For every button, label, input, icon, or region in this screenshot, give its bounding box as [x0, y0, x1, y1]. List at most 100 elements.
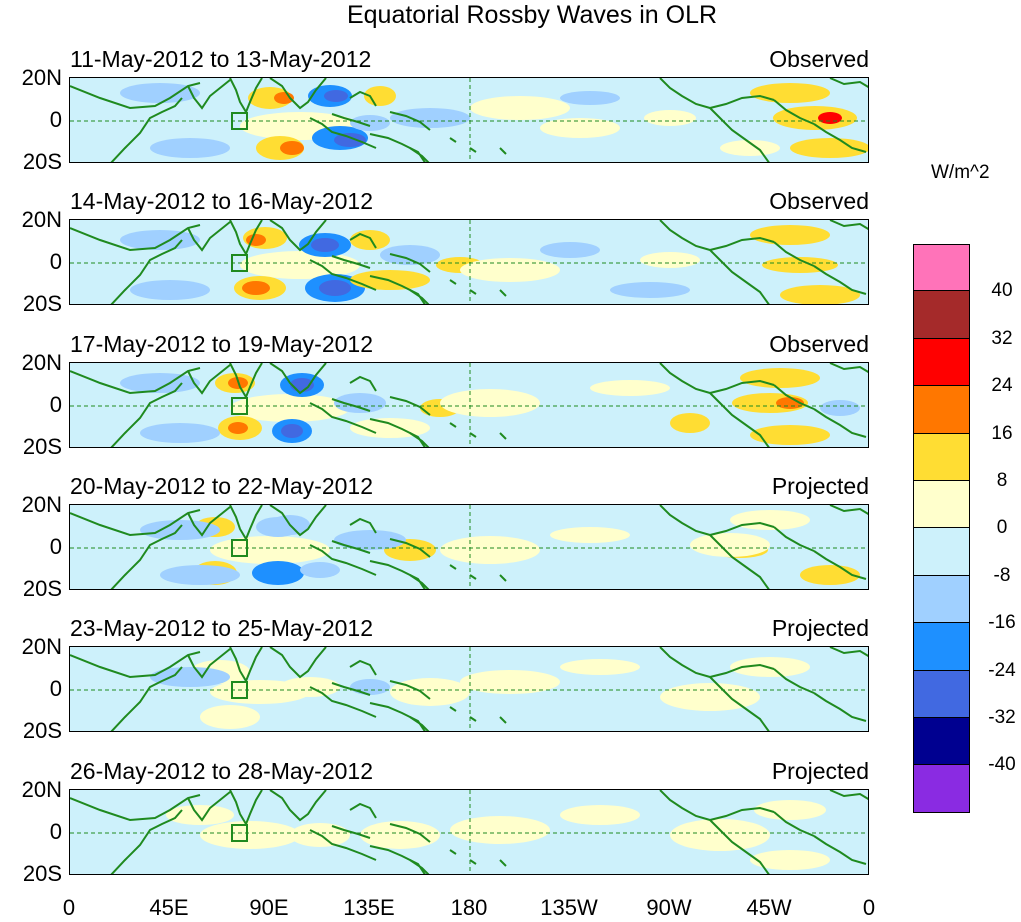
colorbar-label: -16 [988, 612, 1016, 634]
coastline [369, 133, 426, 162]
reference-box [231, 539, 248, 557]
olr-anomaly-contour [252, 561, 304, 585]
coastline [449, 564, 507, 582]
olr-anomaly-contour [200, 821, 300, 849]
coastline [813, 692, 867, 722]
coastline [331, 540, 371, 554]
coastline [389, 538, 431, 558]
olr-anomaly-contour [740, 368, 820, 388]
olr-anomaly-contour [440, 389, 540, 417]
olr-anomaly-contour [440, 536, 540, 564]
coastline [369, 560, 426, 589]
lon-tick-label: 0 [862, 895, 876, 920]
coastline [187, 791, 231, 822]
coastline [709, 236, 775, 251]
lat-label-20s: 20S [22, 149, 62, 174]
coastline [369, 702, 426, 731]
olr-anomaly-contour [450, 816, 550, 844]
olr-map-svg [70, 647, 868, 731]
olr-anomaly-contour [120, 373, 200, 393]
olr-anomaly-contour [280, 141, 304, 155]
lat-label-20s: 20S [22, 576, 62, 601]
coastline [389, 253, 431, 273]
coastline [309, 259, 377, 291]
coastline [829, 363, 868, 373]
olr-anomaly-contour [610, 282, 690, 298]
reference-box [231, 397, 248, 415]
coastline [813, 123, 867, 153]
panel-date-range: 20-May-2012 to 22-May-2012 [70, 473, 373, 499]
coastline [110, 666, 183, 731]
olr-anomaly-contour [166, 805, 234, 825]
olr-anomaly-contour [230, 394, 350, 422]
coastline [829, 647, 868, 657]
lat-label-20n: 20N [21, 492, 62, 517]
olr-anomaly-map-panel [69, 77, 869, 163]
coastline [659, 363, 711, 394]
olr-anomaly-contour [350, 679, 390, 695]
coastline [449, 422, 507, 440]
olr-anomaly-contour [324, 90, 348, 102]
colorbar-swatch [913, 670, 970, 718]
lat-label-equator: 0 [49, 819, 62, 844]
reference-box [231, 254, 248, 272]
olr-anomaly-contour [640, 252, 700, 268]
coastline [331, 682, 371, 696]
lat-label-equator: 0 [49, 534, 62, 559]
olr-anomaly-contour [210, 536, 330, 564]
olr-anomaly-map-panel [69, 789, 869, 875]
olr-anomaly-contour [120, 83, 200, 103]
olr-anomaly-contour [120, 230, 200, 250]
olr-anomaly-contour [470, 96, 570, 120]
coastline [659, 647, 711, 678]
coastline [389, 396, 431, 416]
colorbar-units: W/m^2 [931, 162, 990, 183]
coastline [269, 363, 327, 395]
colorbar-label: -32 [988, 707, 1016, 728]
olr-anomaly-contour [750, 225, 830, 245]
olr-anomaly-map-panel [69, 646, 869, 732]
coastline [709, 392, 770, 447]
lat-label-20n: 20N [21, 350, 62, 375]
panel-date-range: 23-May-2012 to 25-May-2012 [70, 615, 373, 641]
lon-tick-label: 135E [343, 895, 395, 920]
colorbar-label: 32 [991, 327, 1013, 349]
coastline [709, 819, 770, 874]
olr-anomaly-contour [660, 683, 760, 711]
coastline [349, 375, 377, 392]
olr-anomaly-contour [750, 83, 830, 103]
lon-tick-label: 45W [746, 895, 792, 920]
olr-anomaly-contour [670, 819, 770, 851]
olr-anomaly-contour [460, 258, 560, 282]
olr-anomaly-contour [150, 138, 230, 158]
coastline [229, 505, 263, 542]
olr-anomaly-contour [350, 115, 390, 131]
olr-anomaly-contour [773, 106, 857, 130]
olr-anomaly-contour [754, 800, 826, 820]
coastline [331, 255, 371, 269]
coastline [110, 809, 183, 874]
olr-anomaly-contour [750, 425, 830, 445]
olr-anomaly-contour [242, 281, 270, 295]
coastline [389, 680, 431, 700]
olr-anomaly-contour [140, 520, 220, 540]
lon-tick-label: 90W [646, 895, 692, 920]
coastline [389, 823, 431, 843]
coastline [309, 686, 377, 718]
coastline [110, 97, 183, 162]
coastline [409, 289, 430, 304]
olr-anomaly-contour [311, 238, 339, 252]
olr-anomaly-contour [228, 422, 248, 434]
panel-mode-label: Projected [771, 615, 869, 641]
coastline [110, 382, 183, 447]
coastline [449, 279, 507, 297]
coastline [349, 90, 377, 107]
coastline [709, 379, 775, 394]
coastline [269, 220, 327, 252]
reference-box [231, 112, 248, 130]
olr-anomaly-contour [540, 242, 600, 258]
olr-map-svg [70, 363, 868, 447]
coastline [659, 505, 711, 536]
lon-tick-label: 135W [540, 895, 598, 920]
colorbar-label: 40 [991, 280, 1013, 302]
